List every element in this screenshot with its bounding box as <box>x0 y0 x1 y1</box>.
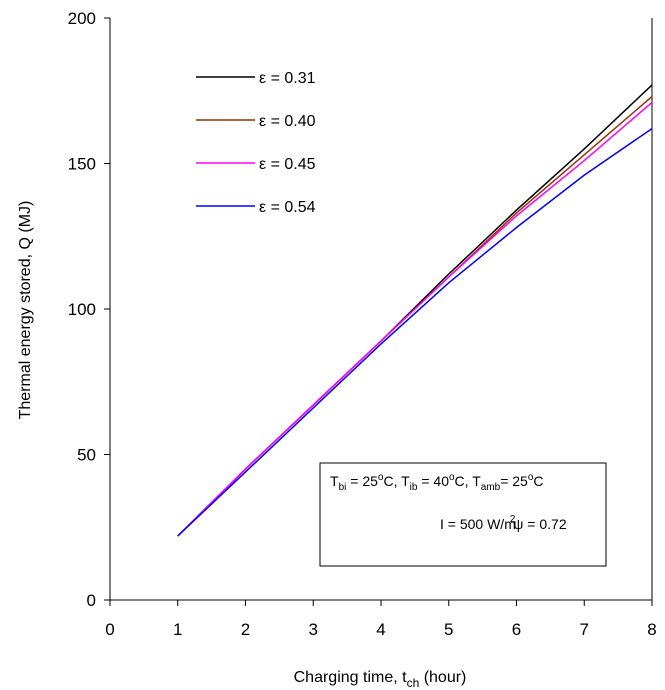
legend-label-2: ε = 0.40 <box>259 113 316 130</box>
x-tick-label: 3 <box>309 620 318 639</box>
x-tick-label: 5 <box>444 620 453 639</box>
y-tick-label: 50 <box>77 446 96 465</box>
y-tick-label: 200 <box>68 9 96 28</box>
annotation-line-1: Tbi = 25oC, Tib = 40oC, Tamb= 25oC <box>330 472 544 493</box>
x-tick-label: 8 <box>647 620 656 639</box>
series-layer <box>177 84 653 537</box>
x-tick-label: 2 <box>241 620 250 639</box>
legend: ε = 0.31 ε = 0.40 ε = 0.45 ε = 0.54 <box>196 70 316 216</box>
legend-label-4: ε = 0.54 <box>259 199 316 216</box>
series-line-4 <box>177 127 653 537</box>
y-axis-label: Thermal energy stored, Q (MJ) <box>17 201 34 420</box>
x-tick-label: 0 <box>105 620 114 639</box>
x-tick-label: 7 <box>580 620 589 639</box>
x-axis-label: Charging time, tch (hour) <box>294 669 467 690</box>
ticks: 0 1 2 3 4 5 6 7 8 0 50 100 150 200 <box>68 9 657 639</box>
series-line-3 <box>177 101 653 537</box>
x-tick-label: 1 <box>173 620 182 639</box>
legend-label-1: ε = 0.31 <box>259 70 316 87</box>
y-tick-label: 0 <box>87 591 96 610</box>
annotation-line-2: I = 500 W/m2ψ = 0.72 <box>440 514 567 532</box>
x-tick-label: 4 <box>376 620 385 639</box>
x-tick-label: 6 <box>512 620 521 639</box>
annotation-box: Tbi = 25oC, Tib = 40oC, Tamb= 25oC I = 5… <box>319 462 607 567</box>
y-tick-label: 150 <box>68 155 96 174</box>
y-tick-label: 100 <box>68 300 96 319</box>
legend-label-3: ε = 0.45 <box>259 156 316 173</box>
